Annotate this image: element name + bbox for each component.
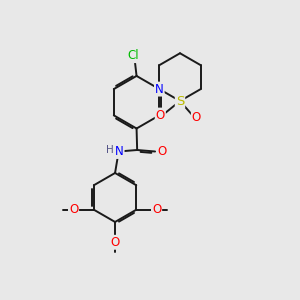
Text: O: O bbox=[69, 203, 78, 216]
Text: O: O bbox=[156, 109, 165, 122]
Text: O: O bbox=[152, 203, 161, 216]
Text: O: O bbox=[110, 236, 120, 249]
Text: Cl: Cl bbox=[128, 49, 140, 62]
Text: N: N bbox=[115, 145, 124, 158]
Text: O: O bbox=[192, 111, 201, 124]
Text: O: O bbox=[157, 145, 166, 158]
Text: S: S bbox=[176, 94, 184, 107]
Text: H: H bbox=[106, 145, 114, 155]
Text: N: N bbox=[155, 82, 164, 96]
